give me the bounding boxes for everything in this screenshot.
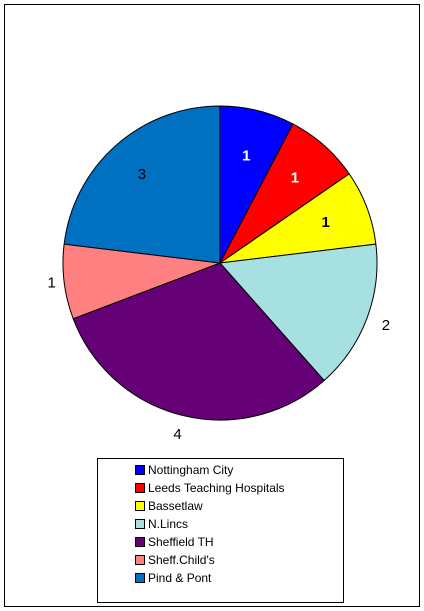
data-label: 4 [173, 426, 181, 443]
legend-swatch [135, 537, 145, 547]
data-label: 3 [138, 166, 146, 183]
legend-label: N.Lincs [148, 517, 188, 531]
legend-label: Nottingham City [148, 463, 233, 477]
legend-swatch [135, 483, 145, 493]
legend-label: Bassetlaw [148, 499, 203, 513]
legend-swatch [135, 501, 145, 511]
data-label: 1 [242, 147, 250, 164]
legend-label: Pind & Pont [148, 571, 212, 585]
pie-slice [63, 105, 221, 264]
data-label: 2 [382, 317, 390, 334]
legend-box [97, 458, 344, 603]
data-label: 1 [291, 169, 299, 186]
pie-slice [72, 262, 325, 421]
legend-label: Sheffield TH [148, 535, 214, 549]
pie-slice [218, 243, 378, 382]
legend-swatch [135, 555, 145, 565]
legend-label: Leeds Teaching Hospitals [148, 481, 285, 495]
data-label: 1 [322, 214, 330, 231]
data-label: 1 [48, 274, 56, 291]
legend-swatch [135, 519, 145, 529]
legend-label: Sheff.Child's [148, 553, 215, 567]
legend-swatch [135, 573, 145, 583]
legend-swatch [135, 465, 145, 475]
